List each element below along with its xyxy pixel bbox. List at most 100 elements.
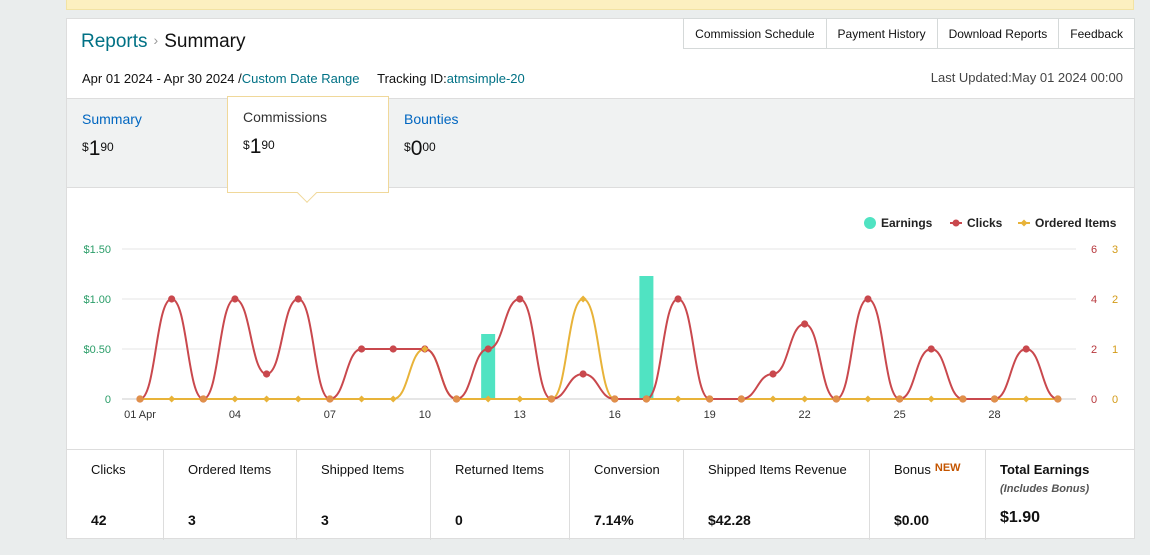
stat-returned-items-label: Returned Items (455, 462, 544, 477)
y-right-clicks-tick-label: 4 (1091, 294, 1097, 306)
kpi-band: Summary $190 Commissions $190 Bounties $… (67, 96, 1134, 203)
breadcrumb-reports-link[interactable]: Reports (81, 31, 148, 52)
legend-clicks-dot (952, 219, 960, 227)
clicks-point (927, 345, 935, 353)
x-tick-label: 01 Apr (124, 409, 156, 421)
ordered-items-point (801, 395, 809, 403)
baseline-point (199, 395, 207, 403)
stat-bonus: Bonus NEW $0.00 (870, 450, 986, 540)
date-range-text: Apr 01 2024 - Apr 30 2024 / (82, 71, 242, 86)
stat-returned-items-value: 0 (455, 512, 463, 528)
kpi-bounties-label: Bounties (404, 111, 459, 127)
clicks-point (769, 370, 777, 378)
stat-conversion-label: Conversion (594, 462, 660, 477)
tab-feedback[interactable]: Feedback (1059, 18, 1135, 49)
stat-total-earnings-value: $1.90 (1000, 509, 1041, 526)
clicks-point (516, 295, 524, 303)
y-right-items-tick-label: 0 (1112, 394, 1118, 406)
baseline-point (737, 395, 745, 403)
report-panel: Reports › Summary Commission Schedule Paym… (66, 18, 1135, 540)
legend-earnings-swatch (864, 217, 876, 229)
clicks-point (168, 295, 176, 303)
stat-ordered-items-value: 3 (188, 512, 196, 528)
clicks-point (231, 295, 239, 303)
y-right-items-tick-label: 2 (1112, 294, 1118, 306)
stat-ordered-items: Ordered Items 3 (164, 450, 297, 540)
ordered-items-point (579, 295, 587, 303)
clicks-point (357, 345, 366, 353)
y-right-clicks-tick-label: 6 (1091, 244, 1097, 256)
y-left-tick-label: 0 (105, 394, 111, 406)
kpi-summary-value: $190 (82, 137, 114, 160)
tab-commission-schedule[interactable]: Commission Schedule (683, 18, 827, 49)
kpi-commissions-value: $190 (243, 135, 275, 158)
ordered-items-point (769, 395, 777, 403)
stat-shipped-items-label: Shipped Items (321, 462, 405, 477)
baseline-point (452, 395, 461, 403)
ordered-items-point (674, 395, 682, 403)
ordered-items-point (231, 395, 239, 403)
baseline-point (990, 395, 999, 403)
x-tick-label: 04 (229, 409, 241, 421)
legend-label: Clicks (967, 216, 1003, 230)
notice-banner (66, 0, 1134, 10)
stat-shipped-items: Shipped Items 3 (297, 450, 431, 540)
baseline-point (326, 395, 334, 403)
ordered-items-point (927, 395, 935, 403)
clicks-point (579, 370, 587, 378)
x-tick-label: 19 (704, 409, 716, 421)
stat-shipped-revenue-value: $42.28 (708, 512, 751, 528)
y-left-tick-label: $1.00 (83, 294, 111, 306)
stat-shipped-revenue-label: Shipped Items Revenue (708, 462, 847, 477)
stat-returned-items: Returned Items 0 (431, 450, 570, 540)
ordered-items-point (421, 345, 429, 353)
stat-clicks-label: Clicks (91, 462, 126, 477)
stat-ordered-items-label: Ordered Items (188, 462, 272, 477)
baseline-point (1054, 395, 1062, 403)
stat-clicks-value: 42 (91, 512, 107, 528)
earnings-bar (639, 276, 654, 399)
clicks-point (263, 370, 271, 378)
page-title: Summary (164, 31, 246, 52)
earnings-chart: 0 $0.50 $1.00 $1.50 0 2 4 6 0 1 2 3 01 Apr 04 07 10 13 16… (67, 199, 1134, 449)
x-tick-label: 22 (799, 409, 811, 421)
chevron-right-icon: › (153, 32, 159, 48)
x-tick-label: 07 (324, 409, 336, 421)
baseline-point (611, 395, 619, 403)
tab-download-reports[interactable]: Download Reports (937, 18, 1060, 49)
tracking-id-label: Tracking ID: (377, 71, 447, 86)
new-badge: NEW (934, 462, 961, 474)
kpi-summary[interactable]: Summary $190 (67, 99, 227, 189)
kpi-summary-label: Summary (82, 111, 142, 127)
clicks-point (674, 295, 682, 303)
stat-total-earnings-label: Total Earnings (1000, 462, 1090, 477)
x-tick-label: 28 (988, 409, 1000, 421)
ordered-items-point (864, 395, 872, 403)
breadcrumb: Reports › Summary (81, 31, 246, 53)
ordered-items-point (263, 395, 271, 403)
report-tabs: Commission Schedule Payment History Down… (683, 18, 1135, 49)
stat-clicks: Clicks 42 (67, 450, 164, 540)
stats-row: Clicks 42 Ordered Items 3 Shipped Items … (67, 449, 1134, 540)
custom-date-range-link[interactable]: Custom Date Range (241, 71, 360, 86)
clicks-point (801, 320, 809, 328)
chart-svg: 0 $0.50 $1.00 $1.50 0 2 4 6 0 1 2 3 01 Apr 04 07 10 13 16… (83, 216, 1118, 421)
tracking-id-link[interactable]: atmsimple-20 (446, 71, 525, 86)
baseline-point (896, 395, 904, 403)
date-row: Apr 01 2024 - Apr 30 2024 /Custom Date R… (82, 71, 525, 86)
kpi-bounties[interactable]: Bounties $000 (389, 99, 549, 189)
clicks-point (484, 345, 492, 353)
ordered-items-point (168, 395, 176, 403)
kpi-bounties-value: $000 (404, 137, 436, 160)
x-tick-label: 13 (514, 409, 526, 421)
y-right-items-tick-label: 3 (1112, 244, 1118, 256)
clicks-point (864, 295, 872, 303)
y-left-tick-label: $1.50 (83, 244, 111, 256)
y-left-tick-label: $0.50 (83, 344, 111, 356)
stat-shipped-items-value: 3 (321, 512, 329, 528)
stat-bonus-value: $0.00 (894, 512, 930, 528)
stat-shipped-revenue: Shipped Items Revenue $42.28 (684, 450, 870, 540)
kpi-commissions[interactable]: Commissions $190 (227, 96, 389, 203)
ordered-items-point (358, 395, 366, 403)
tab-payment-history[interactable]: Payment History (826, 18, 938, 49)
